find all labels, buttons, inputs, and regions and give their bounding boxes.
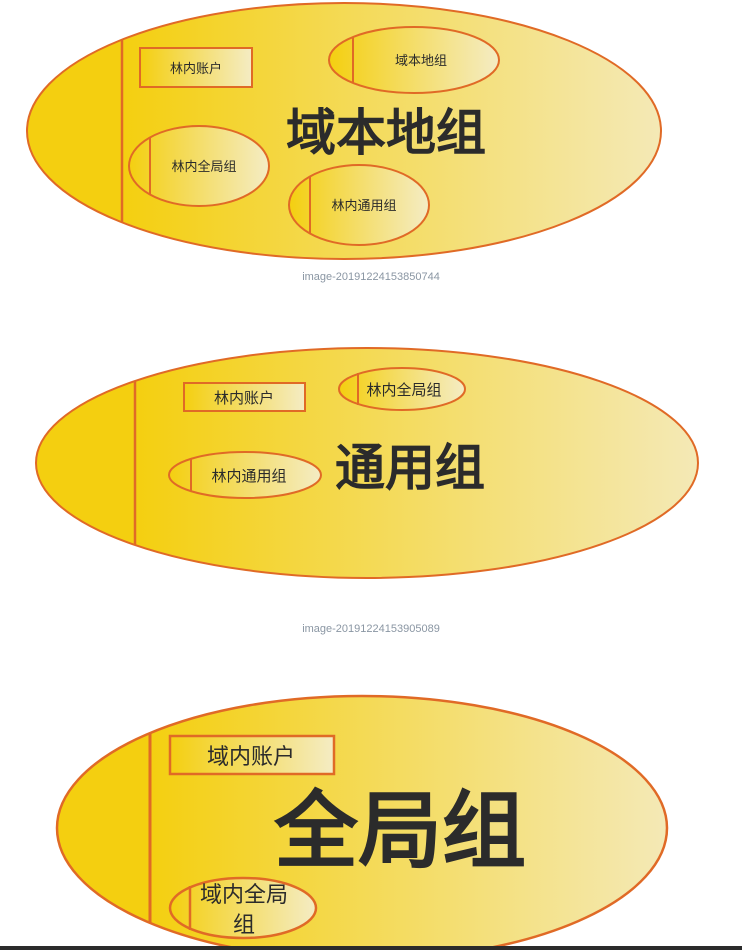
- global-group-diagram: 域内账户 全局组 域内全局 组: [55, 694, 669, 946]
- member-label: 域本地组: [395, 54, 447, 69]
- member-box: [168, 734, 336, 776]
- group-title: 全局组: [273, 782, 526, 880]
- group-title: 域本地组: [286, 104, 486, 162]
- member-label: 林内账户: [214, 389, 274, 407]
- member-box: [183, 382, 306, 412]
- member-label: 组: [233, 913, 255, 938]
- image-caption: image-20191224153850744: [302, 271, 440, 283]
- bottom-rule: [0, 946, 742, 950]
- member-label: 林内通用组: [331, 198, 396, 214]
- member-ellipse: [328, 26, 500, 94]
- member-label: 林内全局组: [171, 159, 236, 175]
- domain-local-group-diagram: 林内账户 域本地组 林内全局组 林内通用组 域本地组: [26, 2, 662, 260]
- member-box: [139, 47, 253, 88]
- member-ellipse: [168, 451, 322, 499]
- member-ellipse: [128, 125, 270, 207]
- universal-group-diagram: 林内账户 林内全局组 林内通用组 通用组: [35, 347, 699, 579]
- member-ellipse: [288, 164, 430, 246]
- member-label: 林内通用组: [211, 467, 286, 485]
- group-title: 通用组: [335, 439, 485, 497]
- member-label: 域内账户: [207, 745, 295, 770]
- member-ellipse: [168, 876, 318, 940]
- member-ellipse: [338, 367, 466, 411]
- member-label: 林内全局组: [366, 381, 441, 399]
- member-label: 林内账户: [170, 61, 222, 77]
- image-caption: image-20191224153905089: [302, 623, 440, 635]
- member-label: 域内全局: [200, 883, 288, 908]
